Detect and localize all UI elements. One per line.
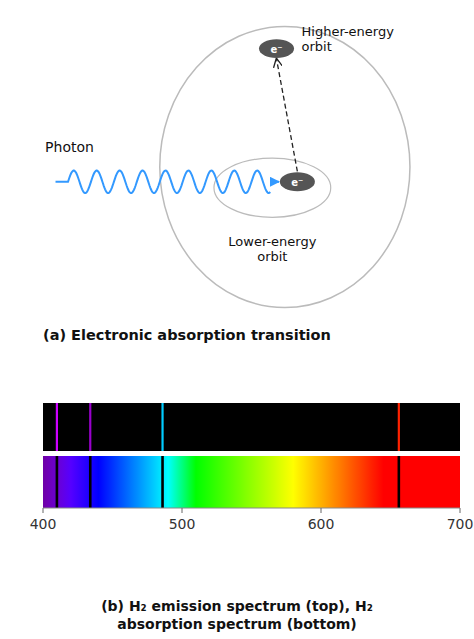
x-tick-label: 700 (447, 516, 474, 532)
subtitle: (b) H₂ emission spectrum (top), H₂ absorp… (101, 598, 373, 632)
text-line: (b) H₂ emission spectrum (top), H₂ (101, 598, 373, 614)
inner-orbit (214, 158, 331, 217)
title: (a) Electronic absorption transition (43, 327, 331, 343)
emission-line (398, 403, 400, 451)
lower-orbit-label: Lower-energyorbit (228, 234, 316, 264)
x-tick (460, 508, 461, 513)
diagram: e⁻e⁻PhotonHigher-energyorbitLower-energy… (45, 24, 410, 307)
electron-label: e⁻ (291, 177, 303, 188)
outer-orbit (160, 26, 410, 307)
text-line: Higher-energy (302, 24, 395, 39)
emission-line (56, 403, 58, 451)
emission-background (43, 403, 460, 451)
text-line: absorption spectrum (bottom) (117, 616, 357, 632)
emission-line (161, 403, 163, 451)
photon-wave (56, 171, 271, 193)
absorption-lines (57, 456, 399, 508)
text-line: orbit (302, 39, 332, 54)
x-tick-label: 600 (308, 516, 335, 532)
absorption-line (56, 456, 59, 508)
text-line: Lower-energy (228, 234, 316, 249)
electron-label: e⁻ (270, 44, 282, 55)
chart: e⁻e⁻PhotonHigher-energyorbitLower-energy… (0, 0, 474, 639)
x-axis-line (43, 508, 460, 509)
photon-label: Photon (45, 139, 94, 155)
x-tick (182, 508, 183, 513)
electron (259, 39, 294, 58)
electron (280, 172, 315, 191)
emission-line (89, 403, 91, 451)
x-tick (43, 508, 44, 513)
transition-arrow (277, 59, 298, 171)
absorption-line (398, 456, 401, 508)
absorption-line (89, 456, 92, 508)
text-line: orbit (257, 249, 287, 264)
x-tick (321, 508, 322, 513)
emission-lines (57, 403, 399, 451)
absorption-background (43, 456, 460, 508)
x-tick-label: 400 (30, 516, 57, 532)
photon-arrow (270, 181, 279, 183)
higher-orbit-label: Higher-energyorbit (302, 24, 395, 54)
absorption-line (161, 456, 164, 508)
x-tick-label: 500 (169, 516, 196, 532)
